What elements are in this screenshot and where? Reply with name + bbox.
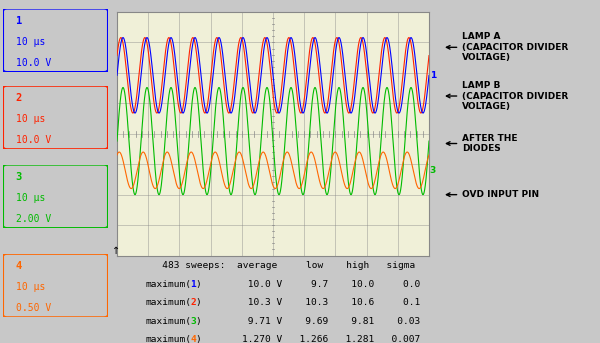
Text: 2: 2 — [16, 93, 22, 103]
Text: 1: 1 — [190, 280, 196, 289]
Text: )       1.270 V   1.266   1.281   0.007: ) 1.270 V 1.266 1.281 0.007 — [196, 335, 420, 343]
Text: maximum(: maximum( — [145, 317, 191, 326]
FancyBboxPatch shape — [3, 254, 108, 317]
Text: AFTER THE
DIODES: AFTER THE DIODES — [446, 134, 518, 153]
FancyBboxPatch shape — [3, 165, 108, 228]
Text: 10 µs: 10 µs — [16, 114, 45, 124]
Text: 10.0 V: 10.0 V — [16, 58, 51, 68]
Text: 3: 3 — [190, 317, 196, 326]
Text: 10 µs: 10 µs — [16, 282, 45, 292]
Text: 4: 4 — [190, 335, 196, 343]
FancyBboxPatch shape — [3, 86, 108, 149]
Text: 3: 3 — [430, 166, 436, 175]
Text: 10 µs: 10 µs — [16, 37, 45, 47]
FancyBboxPatch shape — [3, 9, 108, 72]
Text: 10 µs: 10 µs — [16, 193, 45, 203]
Text: maximum(: maximum( — [145, 280, 191, 289]
Text: )        10.0 V     9.7    10.0     0.0: ) 10.0 V 9.7 10.0 0.0 — [196, 280, 420, 289]
Text: 1: 1 — [430, 71, 436, 80]
Text: 2: 2 — [190, 298, 196, 307]
Text: 1: 1 — [16, 16, 22, 26]
Text: LAMP B
(CAPACITOR DIVIDER
VOLTAGE): LAMP B (CAPACITOR DIVIDER VOLTAGE) — [446, 81, 568, 111]
Text: 10.0 V: 10.0 V — [16, 135, 51, 145]
Text: )        10.3 V    10.3    10.6     0.1: ) 10.3 V 10.3 10.6 0.1 — [196, 298, 420, 307]
Text: maximum(: maximum( — [145, 335, 191, 343]
Text: 3: 3 — [16, 172, 22, 182]
Text: OVD INPUT PIN: OVD INPUT PIN — [446, 190, 539, 199]
Text: 0.50 V: 0.50 V — [16, 303, 51, 313]
Text: ↑: ↑ — [112, 246, 121, 256]
Text: 2.00 V: 2.00 V — [16, 214, 51, 224]
Text: LAMP A
(CAPACITOR DIVIDER
VOLTAGE): LAMP A (CAPACITOR DIVIDER VOLTAGE) — [446, 33, 568, 62]
Text: )        9.71 V    9.69    9.81    0.03: ) 9.71 V 9.69 9.81 0.03 — [196, 317, 420, 326]
Text: 4: 4 — [16, 261, 22, 271]
Text: 483 sweeps:  average     low    high   sigma: 483 sweeps: average low high sigma — [145, 261, 415, 271]
Text: maximum(: maximum( — [145, 298, 191, 307]
